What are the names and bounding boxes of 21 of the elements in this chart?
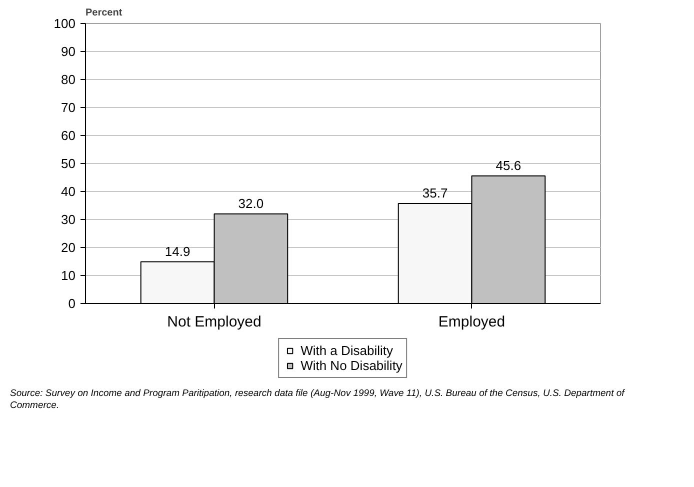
y-axis-title: Percent: [86, 8, 123, 18]
y-tick-label: 40: [61, 184, 76, 199]
y-tick-label: 90: [61, 44, 76, 59]
y-tick-label: 70: [61, 100, 76, 115]
y-tick-label: 80: [61, 72, 76, 87]
x-tick-label: Not Employed: [167, 314, 262, 330]
source-note: Source: Survey on Income and Program Paritipation, research data file (Aug-Nov 1999, Wave 11), U.S. Bureau of the Census, U.S. Department of Commerce.: [10, 388, 626, 413]
y-tick-label: 20: [61, 240, 76, 255]
data-label: 32.0: [238, 196, 264, 211]
data-label: 35.7: [422, 186, 448, 201]
x-tick-label: Employed: [438, 314, 506, 330]
y-tick-label: 60: [61, 128, 76, 143]
legend-label: With a Disability: [300, 343, 394, 358]
y-tick-label: 30: [61, 212, 76, 227]
y-tick-label: 0: [68, 296, 76, 311]
legend-label: With No Disability: [300, 358, 402, 373]
data-label: 45.6: [496, 158, 522, 173]
y-tick-label: 10: [61, 268, 76, 283]
data-label: 14.9: [164, 244, 190, 259]
y-tick-label: 100: [54, 16, 76, 31]
y-tick-label: 50: [61, 156, 76, 171]
